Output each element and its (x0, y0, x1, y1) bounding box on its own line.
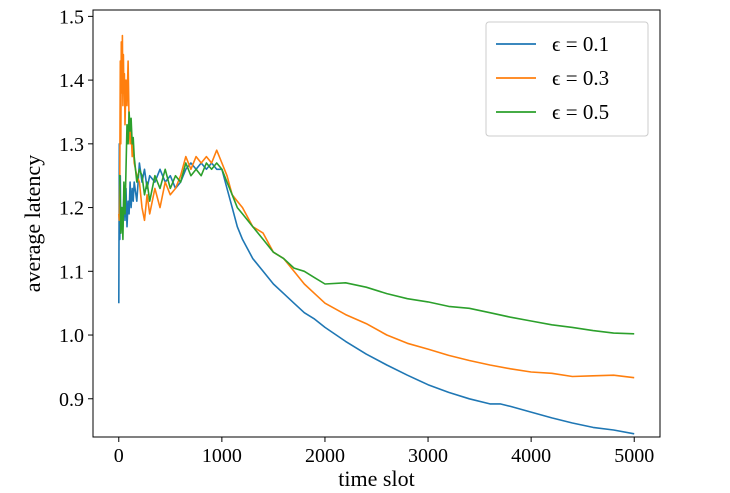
legend: ϵ = 0.1 ϵ = 0.3 ϵ = 0.5 (485, 21, 649, 137)
legend-label: ϵ = 0.3 (552, 66, 609, 90)
plot-frame (92, 9, 661, 438)
y-axis-label: average latency (20, 155, 45, 292)
series-layer (118, 34, 635, 435)
x-axis-label: time slot (338, 466, 414, 491)
legend-box (485, 21, 649, 137)
x-tick-label: 2000 (305, 445, 345, 467)
y-tick-label: 1.5 (59, 6, 84, 28)
legend-label: ϵ = 0.5 (552, 100, 609, 124)
x-tick-label: 0 (114, 445, 124, 467)
y-tick-label: 1.0 (59, 325, 84, 347)
legend-label: ϵ = 0.1 (552, 32, 609, 56)
x-tick-label: 4000 (511, 445, 551, 467)
y-tick-label: 1.1 (59, 261, 84, 283)
x-axis: 0 1000 2000 3000 4000 5000 (114, 437, 654, 467)
x-tick-label: 3000 (408, 445, 448, 467)
series-line-3 (118, 111, 635, 335)
y-axis: 0.9 1.0 1.1 1.2 1.3 1.4 1.5 (59, 6, 93, 411)
y-tick-label: 1.2 (59, 198, 84, 220)
x-tick-label: 1000 (202, 445, 242, 467)
x-tick-label: 5000 (614, 445, 654, 467)
y-tick-label: 1.4 (59, 70, 84, 92)
y-tick-label: 0.9 (59, 389, 84, 411)
series-line-2 (118, 34, 635, 379)
y-tick-label: 1.3 (59, 134, 84, 156)
series-line-1 (118, 143, 635, 435)
